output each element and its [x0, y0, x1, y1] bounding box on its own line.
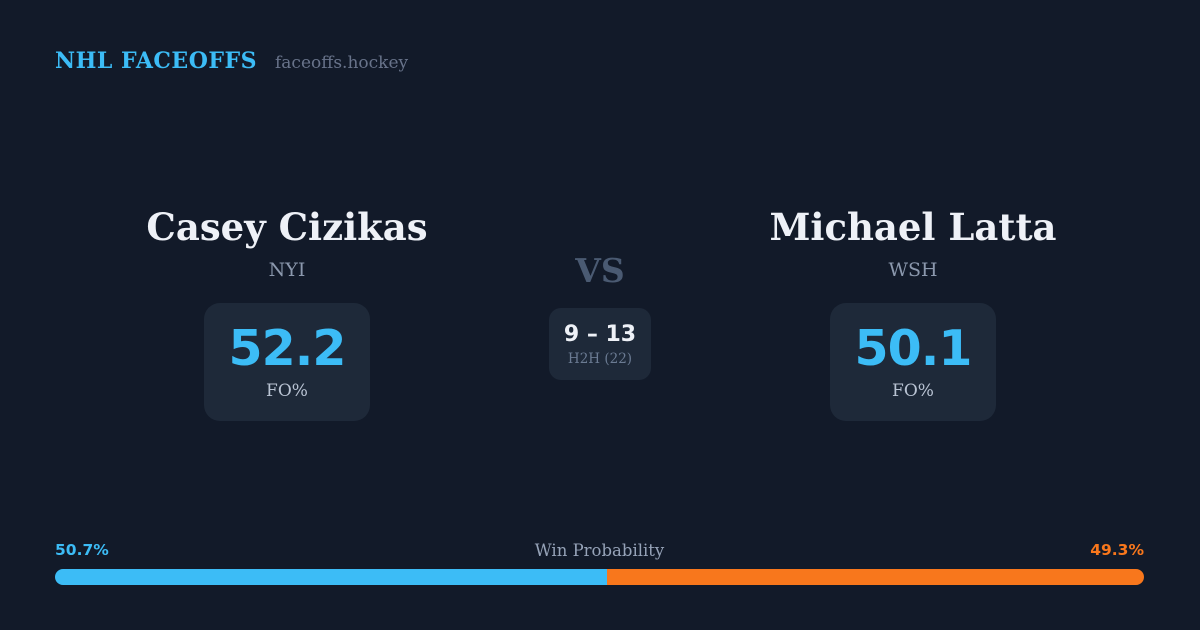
- win-bar-left-segment: [55, 569, 608, 585]
- win-bar-right-segment: [607, 569, 1144, 585]
- site-domain: faceoffs.hockey: [275, 53, 409, 73]
- right-stat-card: 50.1 FO%: [830, 303, 996, 421]
- win-probability-bar: [55, 569, 1144, 585]
- left-stat-value: 52.2: [228, 320, 347, 377]
- win-probability-left-pct: 50.7%: [55, 541, 109, 559]
- right-player-name: Michael Latta: [769, 205, 1057, 249]
- left-stat-label: FO%: [266, 381, 308, 401]
- win-probability-title: Win Probability: [534, 541, 665, 560]
- right-player-column: Michael Latta WSH 50.1 FO%: [713, 205, 1113, 421]
- brand-logo-text: NHL FACEOFFS: [55, 48, 257, 74]
- versus-column: VS 9 – 13 H2H (22): [500, 252, 700, 380]
- h2h-card: 9 – 13 H2H (22): [549, 308, 651, 380]
- left-player-name: Casey Cizikas: [146, 205, 428, 249]
- right-stat-label: FO%: [892, 381, 934, 401]
- header: NHL FACEOFFS faceoffs.hockey: [55, 48, 408, 74]
- right-stat-value: 50.1: [854, 320, 973, 377]
- win-probability-right-pct: 49.3%: [1090, 541, 1144, 559]
- right-player-team: WSH: [888, 259, 938, 281]
- left-stat-card: 52.2 FO%: [204, 303, 370, 421]
- left-player-column: Casey Cizikas NYI 52.2 FO%: [87, 205, 487, 421]
- win-probability-labels: 50.7% Win Probability 49.3%: [55, 541, 1144, 563]
- h2h-record: 9 – 13: [563, 321, 637, 347]
- h2h-label: H2H (22): [567, 350, 633, 367]
- left-player-team: NYI: [268, 259, 306, 281]
- vs-label: VS: [575, 251, 625, 290]
